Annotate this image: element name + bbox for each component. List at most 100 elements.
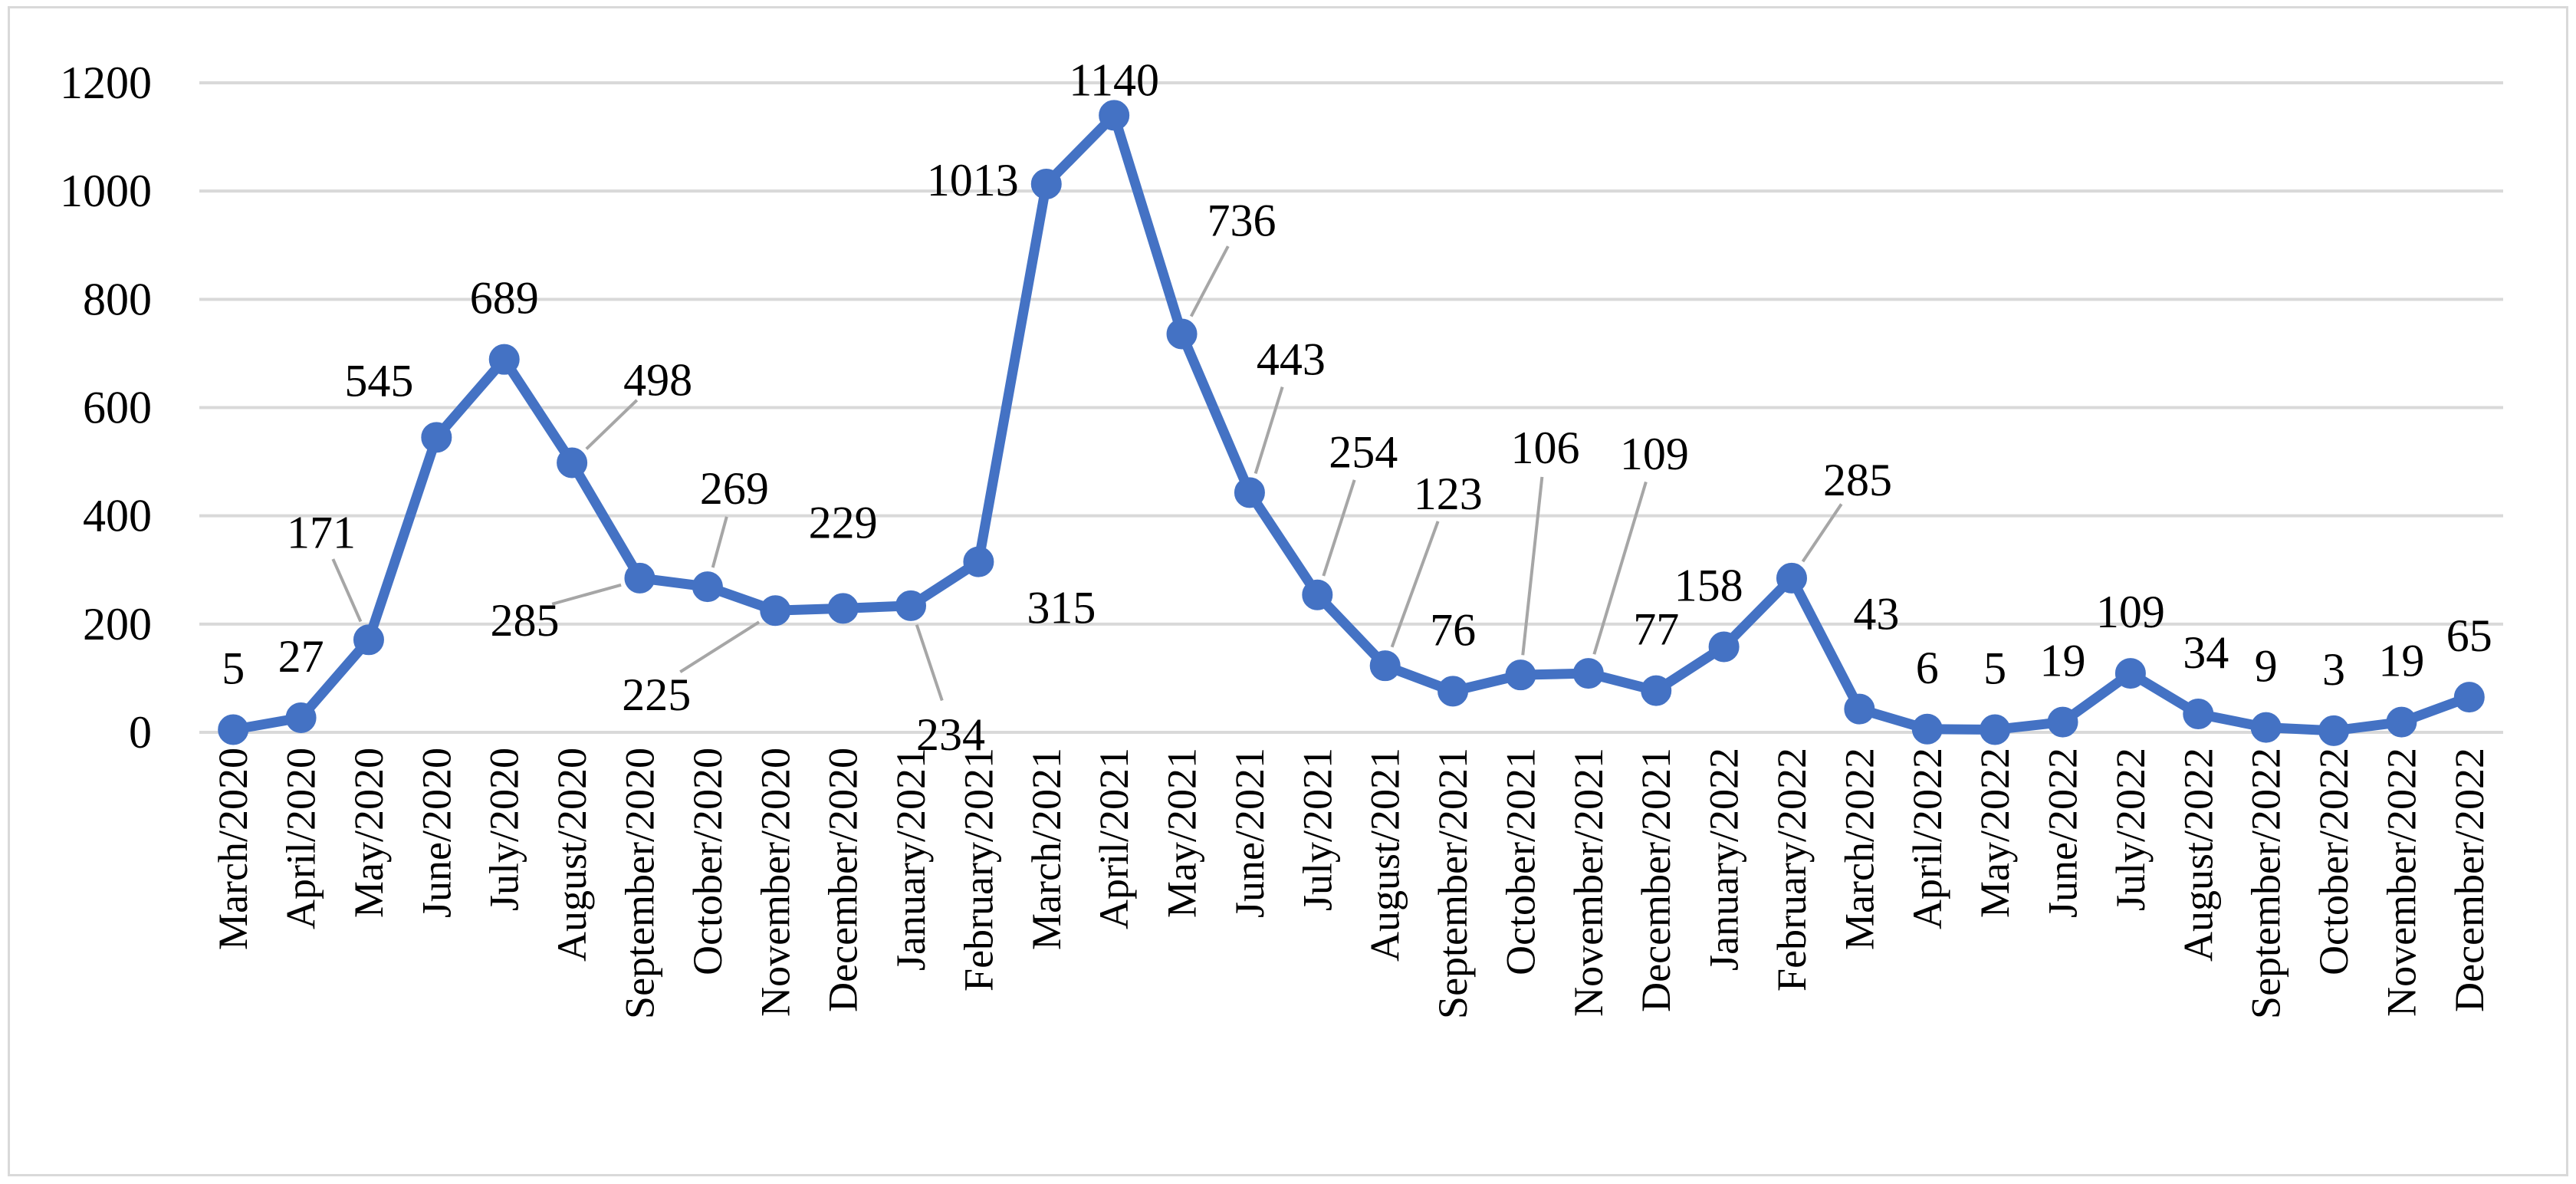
- x-tick-label: November/2022: [2378, 748, 2424, 1017]
- data-point: [692, 571, 723, 603]
- y-tick-label: 1200: [60, 58, 152, 108]
- data-point: [1911, 713, 1943, 745]
- x-tick-label: July/2021: [1294, 748, 1340, 911]
- leader-line: [1521, 476, 1544, 656]
- data-label: 19: [2040, 636, 2086, 686]
- data-label: 77: [1633, 604, 1679, 655]
- data-point: [1776, 562, 1807, 594]
- data-label: 285: [1823, 455, 1892, 505]
- leader-line: [1801, 503, 1843, 563]
- leader-line: [915, 624, 944, 702]
- leader-line: [1189, 245, 1230, 317]
- y-tick-label: 1000: [60, 166, 152, 216]
- y-axis-ticks: 0 200 400 600 800 1000 1200: [60, 58, 152, 758]
- x-tick-label: April/2020: [278, 748, 324, 929]
- data-label: 65: [2446, 610, 2492, 661]
- x-tick-label: March/2021: [1024, 748, 1070, 950]
- data-label: 545: [344, 355, 413, 406]
- x-tick-label: October/2021: [1497, 748, 1543, 975]
- data-label: 3: [2322, 644, 2345, 695]
- data-label: 234: [916, 709, 985, 760]
- y-tick-label: 800: [83, 274, 152, 324]
- data-point: [1369, 650, 1401, 682]
- data-label: 5: [1983, 643, 2006, 693]
- data-point: [2250, 712, 2282, 743]
- leader-line: [331, 558, 363, 623]
- data-point: [1572, 658, 1604, 689]
- data-label: 285: [490, 595, 559, 646]
- data-point: [963, 546, 994, 577]
- data-point: [488, 344, 520, 375]
- x-tick-label: September/2022: [2243, 748, 2289, 1019]
- data-label: 43: [1853, 589, 1899, 640]
- x-tick-label: August/2020: [549, 748, 595, 962]
- x-tick-label: June/2020: [413, 748, 459, 918]
- data-label: 109: [1620, 429, 1689, 479]
- leader-line: [1322, 479, 1356, 577]
- x-tick-label: February/2022: [1769, 748, 1815, 992]
- series-polyline: [228, 110, 2475, 736]
- x-tick-label: July/2022: [2108, 748, 2154, 911]
- leader-line: [1254, 386, 1284, 475]
- data-label: 254: [1329, 427, 1398, 478]
- data-point: [1708, 631, 1740, 663]
- data-label: 158: [1674, 560, 1743, 610]
- x-tick-label: December/2020: [820, 748, 866, 1012]
- data-label: 498: [623, 354, 692, 405]
- gridlines: [199, 81, 2503, 734]
- data-label: 689: [470, 273, 539, 324]
- data-label: 106: [1510, 423, 1579, 473]
- x-tick-label: January/2022: [1701, 748, 1747, 971]
- x-tick-label: May/2021: [1159, 748, 1205, 918]
- data-point: [1302, 579, 1333, 610]
- data-point: [353, 624, 384, 656]
- data-point: [2114, 658, 2146, 689]
- x-tick-label: August/2021: [1362, 748, 1408, 962]
- leader-line: [551, 583, 622, 606]
- x-tick-label: January/2021: [888, 748, 934, 971]
- y-tick-label: 0: [129, 707, 152, 758]
- x-tick-label: October/2020: [685, 748, 731, 975]
- data-point: [1641, 675, 1672, 706]
- data-label: 123: [1414, 469, 1483, 519]
- data-point: [1234, 477, 1265, 508]
- data-point: [760, 595, 791, 627]
- x-tick-label: March/2022: [1836, 748, 1882, 950]
- x-tick-label: November/2021: [1566, 748, 1612, 1017]
- data-point: [895, 590, 927, 621]
- x-tick-label: December/2022: [2446, 748, 2492, 1012]
- data-label: 109: [2096, 587, 2165, 637]
- data-point: [1166, 318, 1198, 350]
- x-tick-label: February/2021: [955, 748, 1001, 992]
- data-point: [1030, 168, 1062, 199]
- series-line: [228, 110, 2475, 736]
- data-point: [421, 422, 452, 453]
- data-label: 34: [2183, 627, 2229, 678]
- data-point: [624, 562, 656, 594]
- x-tick-label: May/2022: [1972, 748, 2018, 918]
- leader-line: [1390, 521, 1440, 648]
- data-point: [1980, 714, 2011, 745]
- data-point: [2183, 699, 2214, 730]
- data-point: [1505, 659, 1536, 691]
- data-label: 1013: [927, 155, 1019, 206]
- data-point: [557, 447, 588, 479]
- data-label: 443: [1257, 334, 1326, 384]
- x-tick-label: October/2022: [2311, 748, 2357, 975]
- y-tick-label: 600: [83, 383, 152, 433]
- x-tick-label: May/2020: [346, 748, 392, 918]
- data-point: [218, 714, 249, 745]
- series-markers: [218, 100, 2485, 746]
- data-label: 269: [700, 463, 769, 514]
- data-label: 19: [2378, 636, 2424, 686]
- data-point: [827, 593, 859, 624]
- data-point: [2318, 715, 2350, 746]
- data-point: [1099, 100, 1130, 131]
- chart-frame: [8, 6, 2568, 1176]
- x-tick-label: April/2022: [1904, 748, 1950, 929]
- x-tick-label: April/2021: [1091, 748, 1137, 929]
- data-point: [1438, 676, 1469, 707]
- data-label: 1140: [1069, 54, 1159, 105]
- x-tick-label: August/2022: [2175, 748, 2221, 962]
- x-axis-ticks: March/2020 April/2020 May/2020 June/2020 Jul…: [210, 748, 2492, 1019]
